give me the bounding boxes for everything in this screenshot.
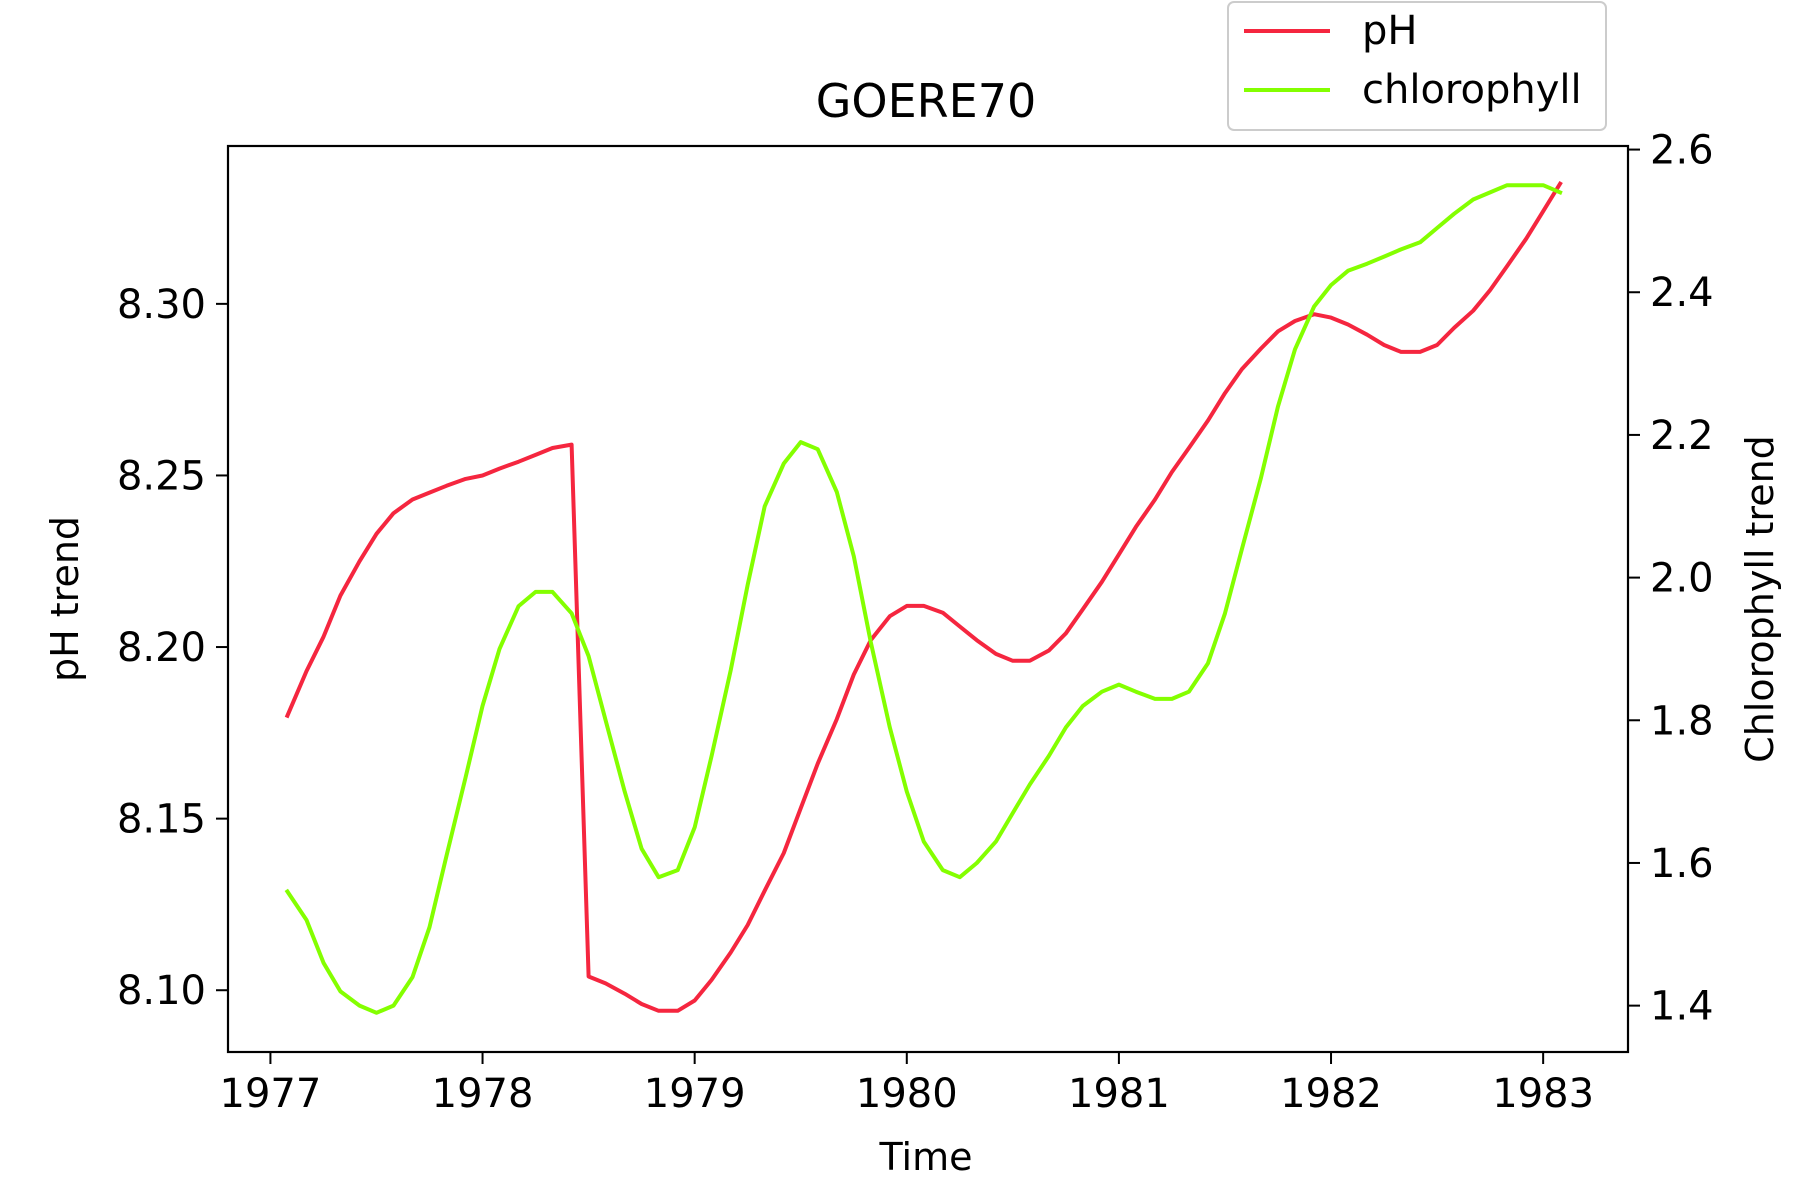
left-axis-label: pH trend xyxy=(43,516,87,682)
plot-frame xyxy=(226,144,1630,1054)
x-tick-label: 1980 xyxy=(856,1071,958,1117)
x-axis-ticks: 1977 1978 1979 1980 1981 1982 1983 xyxy=(220,1052,1594,1117)
right-tick-label: 2.2 xyxy=(1650,413,1714,459)
x-tick-label: 1983 xyxy=(1492,1071,1594,1117)
x-tick-label: 1977 xyxy=(220,1071,322,1117)
left-tick-label: 8.10 xyxy=(117,968,206,1014)
legend-box xyxy=(1227,1,1607,131)
x-tick-label: 1982 xyxy=(1280,1071,1382,1117)
left-tick-label: 8.25 xyxy=(117,453,206,499)
right-tick-label: 2.0 xyxy=(1650,556,1714,602)
legend: pH chlorophyll xyxy=(1227,1,1607,131)
right-axis-label: Chlorophyll trend xyxy=(1738,435,1782,763)
right-tick-label: 1.8 xyxy=(1650,698,1714,744)
left-tick-label: 8.20 xyxy=(117,625,206,671)
x-axis-label: Time xyxy=(879,1135,973,1179)
right-tick-label: 2.6 xyxy=(1650,128,1714,174)
right-tick-label: 2.4 xyxy=(1650,270,1714,316)
x-tick-label: 1979 xyxy=(644,1071,746,1117)
x-tick-label: 1978 xyxy=(432,1071,534,1117)
series-line-chlorophyll xyxy=(284,183,1563,1015)
series-line-ph xyxy=(284,180,1563,1013)
x-tick-label: 1981 xyxy=(1068,1071,1170,1117)
left-tick-label: 8.30 xyxy=(117,282,206,328)
series-layer xyxy=(284,180,1563,1015)
left-axis-ticks: 8.10 8.15 8.20 8.25 8.30 xyxy=(117,282,228,1014)
right-tick-label: 1.4 xyxy=(1650,984,1714,1030)
right-tick-label: 1.6 xyxy=(1650,841,1714,887)
chart-title: GOERE70 xyxy=(816,74,1036,128)
left-tick-label: 8.15 xyxy=(117,797,206,843)
legend-label-ph: pH xyxy=(1362,8,1417,54)
legend-label-chlorophyll: chlorophyll xyxy=(1362,67,1582,113)
right-axis-ticks: 1.4 1.6 1.8 2.0 2.2 2.4 2.6 xyxy=(1628,128,1714,1030)
